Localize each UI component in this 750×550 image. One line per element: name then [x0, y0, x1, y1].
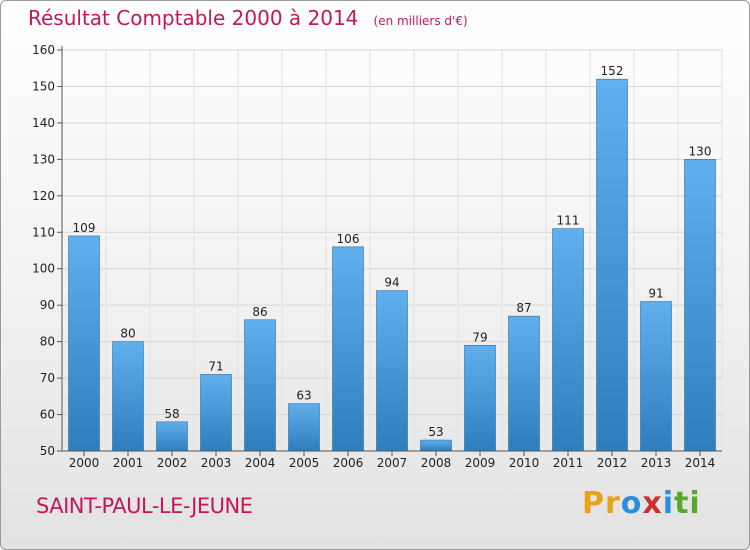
value-label-2000: 109 [73, 221, 96, 235]
value-label-2012: 152 [601, 64, 624, 78]
x-tick-label-2001: 2001 [113, 456, 144, 470]
y-tick-label: 150 [32, 79, 55, 93]
logo-letter: i [662, 486, 675, 521]
bar-2006 [332, 246, 364, 452]
value-label-2014: 130 [689, 144, 712, 158]
x-tick-label-2006: 2006 [333, 456, 364, 470]
x-tick-label-2012: 2012 [597, 456, 628, 470]
y-tick-label: 90 [40, 298, 55, 312]
bar-2000 [68, 235, 100, 452]
y-tick-label: 140 [32, 116, 55, 130]
y-tick-label: 80 [40, 335, 55, 349]
y-tick-label: 50 [40, 444, 55, 458]
value-label-2002: 58 [164, 407, 179, 421]
logo-letter: P [582, 486, 605, 521]
logo-letter: r [605, 486, 621, 521]
bar-2010 [508, 315, 540, 452]
chart-title-row: Résultat Comptable 2000 à 2014 (en milli… [28, 6, 468, 30]
value-label-2008: 53 [428, 425, 443, 439]
y-tick-label: 100 [32, 262, 55, 276]
bar-2004 [244, 319, 276, 452]
bar-2011 [552, 228, 584, 452]
x-tick-label-2005: 2005 [289, 456, 320, 470]
bar-2003 [200, 374, 232, 452]
x-tick-label-2002: 2002 [157, 456, 188, 470]
value-label-2006: 106 [337, 232, 360, 246]
bar-2001 [112, 341, 144, 452]
bar-2012 [596, 78, 628, 452]
x-tick-label-2007: 2007 [377, 456, 408, 470]
chart-title: Résultat Comptable 2000 à 2014 [28, 6, 359, 30]
x-tick-label-2008: 2008 [421, 456, 452, 470]
value-label-2011: 111 [557, 214, 580, 228]
bar-2002 [156, 421, 188, 452]
bar-2013 [640, 301, 672, 452]
bar-2009 [464, 344, 496, 452]
x-tick-label-2000: 2000 [69, 456, 100, 470]
city-name: SAINT-PAUL-LE-JEUNE [36, 494, 253, 518]
x-tick-label-2004: 2004 [245, 456, 276, 470]
bar-2014 [684, 159, 716, 452]
y-tick-label: 60 [40, 408, 55, 422]
y-tick-label: 130 [32, 152, 55, 166]
x-tick-label-2010: 2010 [509, 456, 540, 470]
x-tick-label-2014: 2014 [685, 456, 716, 470]
y-tick-label: 160 [32, 43, 55, 57]
value-label-2010: 87 [516, 301, 531, 315]
value-label-2003: 71 [208, 359, 223, 373]
value-label-2005: 63 [296, 389, 311, 403]
x-tick-label-2009: 2009 [465, 456, 496, 470]
proxiti-logo: Proxiti [582, 486, 701, 521]
logo-letter: o [620, 486, 643, 521]
value-label-2004: 86 [252, 305, 267, 319]
value-label-2009: 79 [472, 330, 487, 344]
x-tick-label-2013: 2013 [641, 456, 672, 470]
logo-letter: i [689, 486, 701, 521]
logo-letter: t [674, 486, 690, 521]
y-tick-label: 120 [32, 189, 55, 203]
y-tick-label: 70 [40, 371, 55, 385]
y-tick-label: 110 [32, 225, 55, 239]
bar-2008 [420, 439, 452, 452]
value-label-2001: 80 [120, 327, 135, 341]
logo-letter: x [642, 486, 663, 521]
bar-2007 [376, 290, 408, 452]
bar-2005 [288, 403, 320, 452]
value-label-2013: 91 [648, 287, 663, 301]
value-label-2007: 94 [384, 276, 399, 290]
x-tick-label-2003: 2003 [201, 456, 232, 470]
chart-unit: (en milliers d'€) [373, 14, 468, 28]
x-tick-label-2011: 2011 [553, 456, 584, 470]
